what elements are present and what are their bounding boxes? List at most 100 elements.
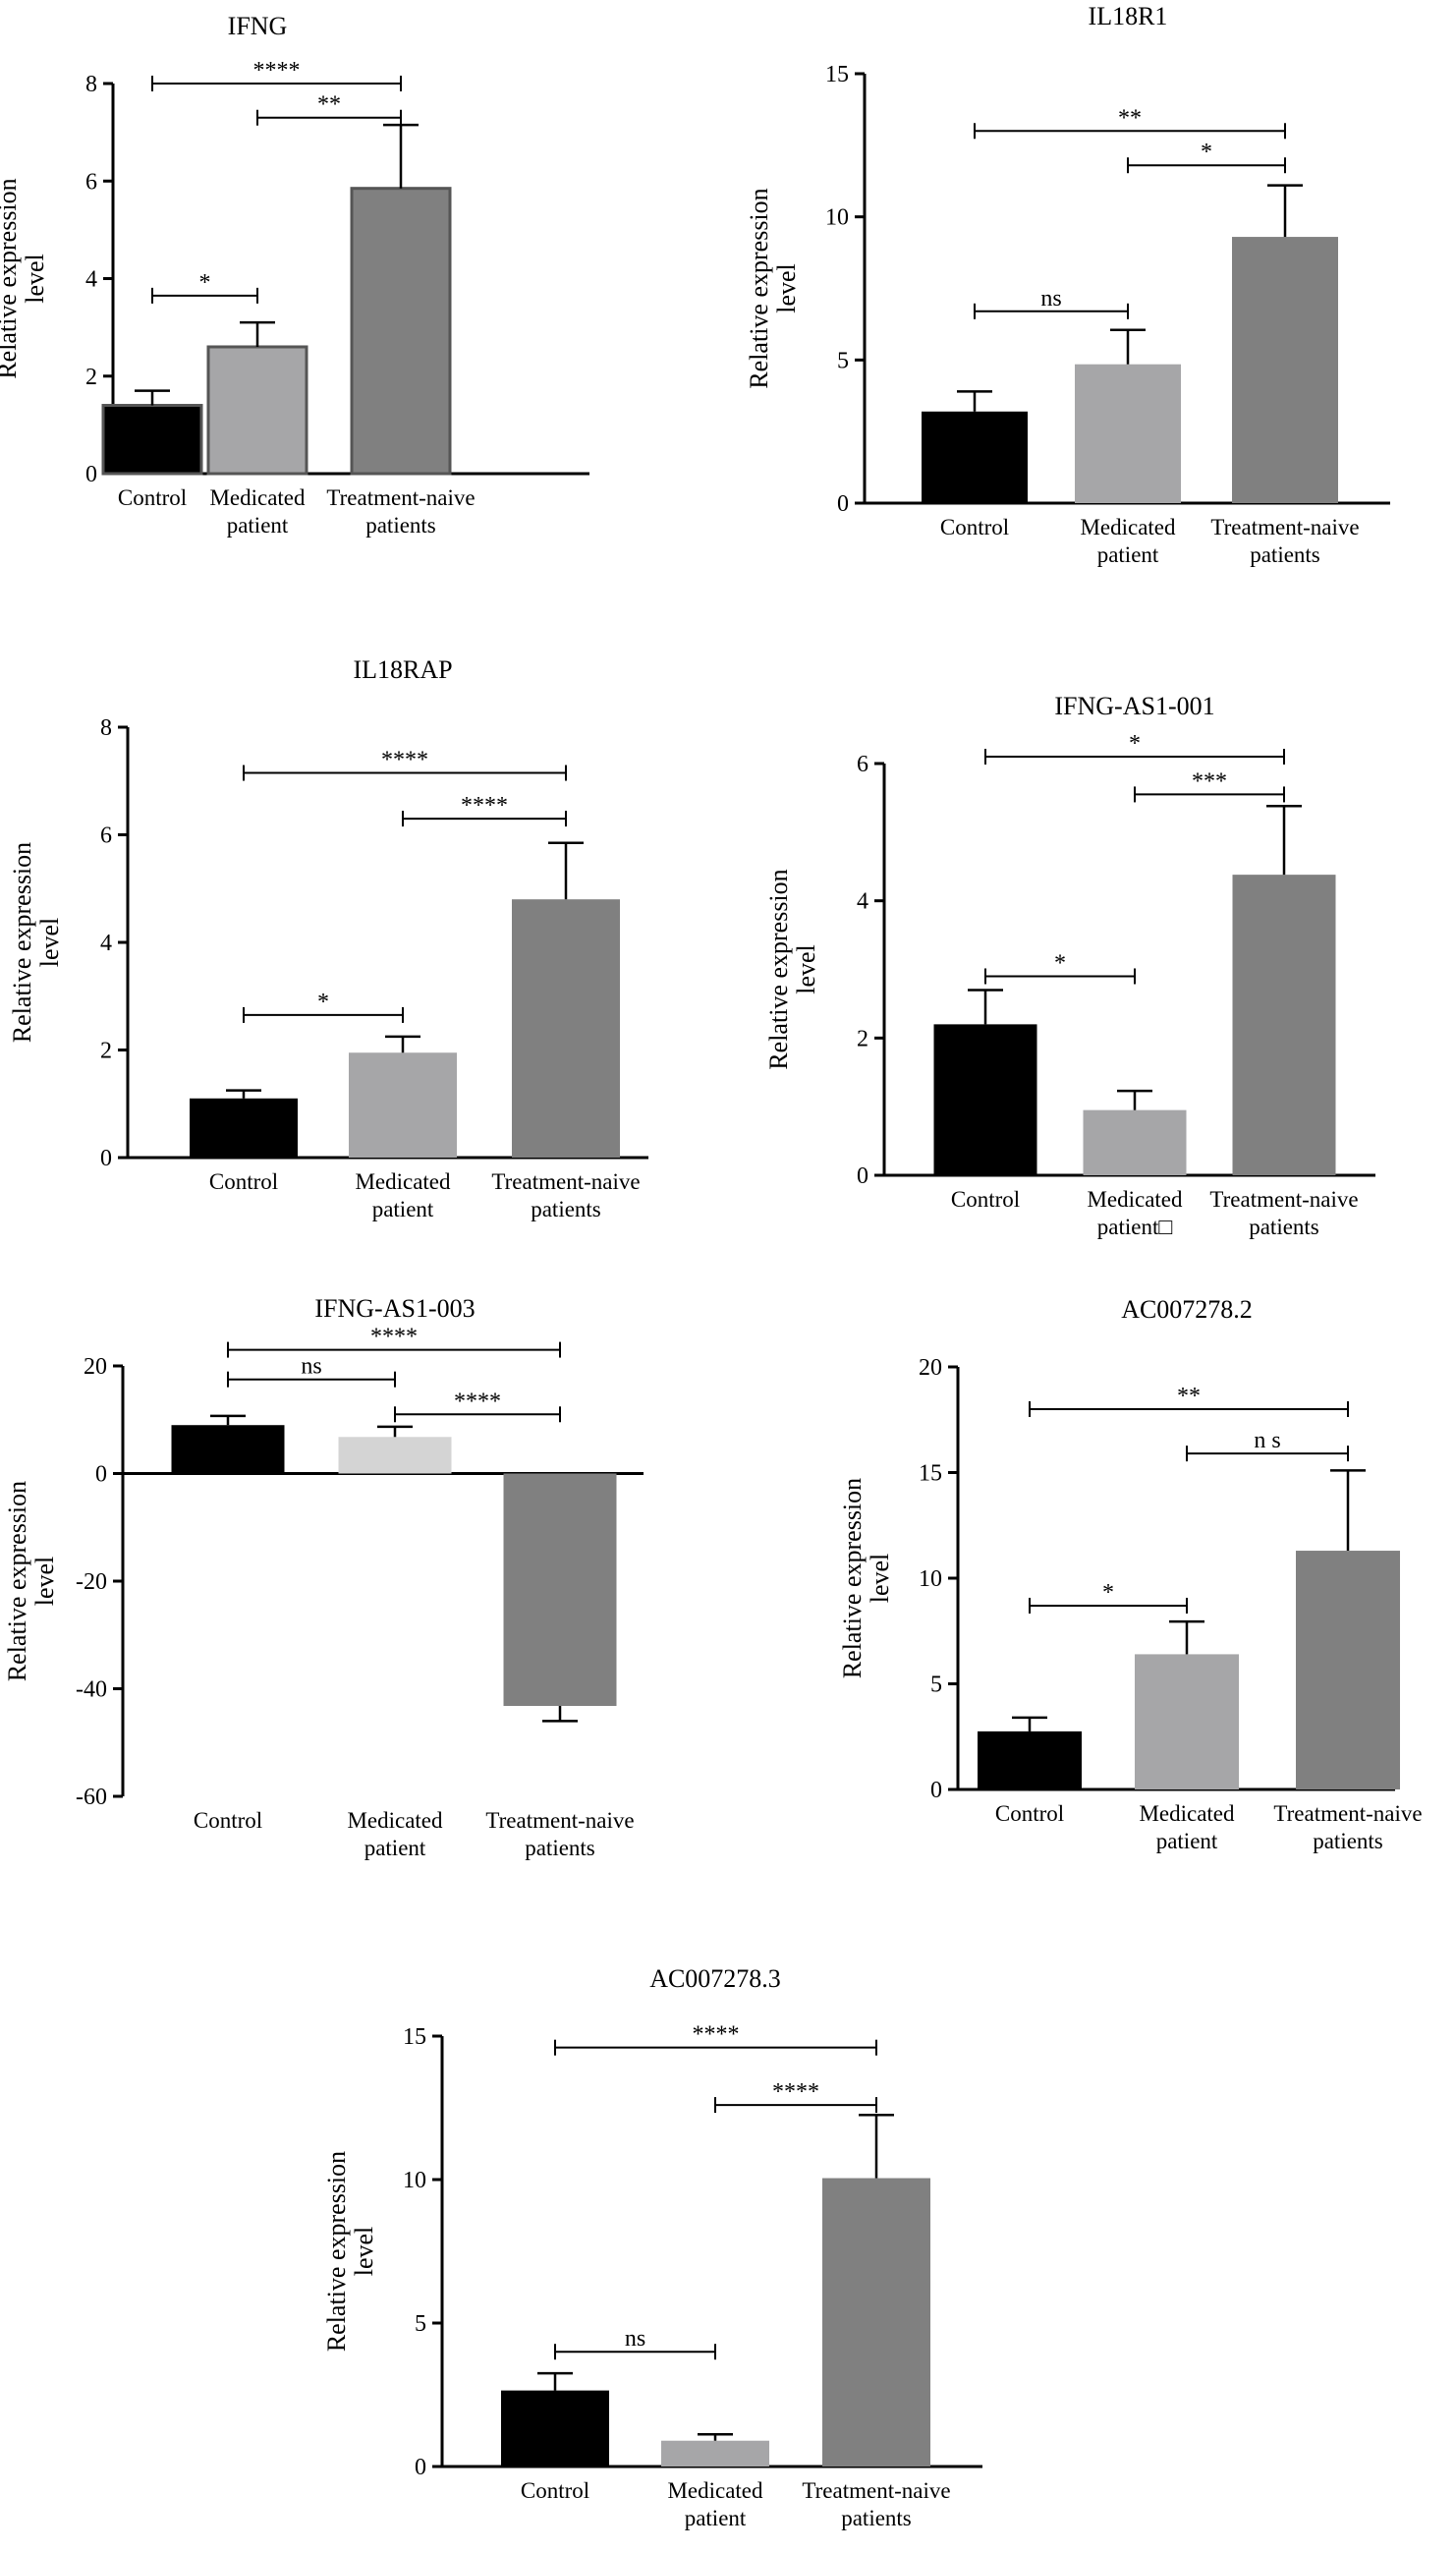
significance-label: *: [1102, 1580, 1114, 1606]
significance-label: *: [199, 270, 211, 296]
chart-ifng-as1-003: IFNG-AS1-003 Relative expression level -60 -…: [3, 1294, 644, 1860]
bar: [1083, 1109, 1187, 1175]
bar: [1135, 1654, 1239, 1789]
significance-label: *: [1054, 950, 1066, 976]
bar: [1232, 875, 1336, 1175]
significance-label: ****: [381, 748, 428, 773]
y-tick-label: 2: [100, 1039, 112, 1064]
x-tick-label: patient: [1156, 1829, 1218, 1853]
x-tick-label: patients: [1249, 1215, 1319, 1239]
significance-label: ****: [461, 793, 508, 819]
y-axis-label-line2: level: [350, 2227, 378, 2277]
x-tick-label: Control: [951, 1187, 1020, 1212]
chart-title: AC007278.3: [649, 1964, 781, 1993]
bar: [101, 404, 203, 476]
significance-label: *: [1201, 140, 1212, 165]
chart-title: AC007278.2: [1121, 1295, 1253, 1324]
x-tick-label: patients: [841, 2506, 912, 2530]
x-tick-label: Medicated: [209, 485, 306, 510]
significance-label: ****: [454, 1389, 501, 1414]
bar: [1296, 1551, 1400, 1789]
significance-label: **: [317, 92, 341, 118]
x-tick-label: Medicated: [1139, 1801, 1235, 1826]
significance-label: ****: [693, 2022, 740, 2048]
x-tick-label: Control: [995, 1801, 1064, 1826]
y-tick-label: 4: [857, 889, 868, 915]
x-tick-label: patient: [685, 2506, 747, 2530]
y-tick-label: 0: [857, 1163, 868, 1189]
y-tick-label: 6: [857, 752, 868, 777]
chart-il18rap: IL18RAP Relative expression level 0 2 4 6 8 Cont…: [8, 655, 648, 1221]
x-tick-label: patient: [364, 1836, 426, 1860]
y-tick-label: 6: [100, 823, 112, 849]
bar: [922, 411, 1028, 503]
significance-label: ns: [1040, 286, 1061, 312]
y-tick-label: 0: [837, 491, 849, 517]
y-tick-label: 10: [825, 205, 849, 231]
bar: [822, 2178, 930, 2467]
significance-label: ns: [625, 2326, 645, 2352]
y-tick-label: -40: [76, 1677, 107, 1703]
y-tick-label: 15: [919, 1461, 942, 1487]
bar: [350, 187, 452, 476]
y-axis-label-line2: level: [866, 1554, 894, 1604]
chart-il18r1: IL18R1 Relative expression level 0 5 10 15 Cont…: [745, 2, 1390, 567]
significance-label: **: [1118, 105, 1142, 131]
significance-label: ****: [772, 2079, 819, 2105]
bar: [349, 1052, 457, 1158]
x-tick-label: Treatment-naive: [326, 485, 475, 510]
bar: [206, 345, 308, 476]
x-tick-label: Medicated: [1087, 1187, 1183, 1212]
bar: [503, 1473, 617, 1707]
significance-label: ****: [370, 1325, 418, 1350]
chart-title: IFNG-AS1-001: [1054, 692, 1214, 720]
y-axis-label-line2: level: [35, 918, 64, 968]
bar: [978, 1730, 1082, 1789]
y-tick-label: 15: [403, 2024, 426, 2050]
y-tick-label: -60: [76, 1785, 107, 1810]
x-tick-label: Treatment-naive: [491, 1169, 640, 1194]
y-tick-label: 0: [95, 1462, 107, 1488]
y-axis-label: Relative expression: [0, 178, 22, 378]
chart-ac007278-2: AC007278.2 Relative expression level 0 5 10 15…: [838, 1295, 1423, 1853]
x-tick-label: patient□: [1097, 1215, 1173, 1239]
x-tick-label: patients: [531, 1197, 601, 1221]
y-tick-label: 5: [415, 2311, 426, 2337]
x-tick-label: patients: [525, 1836, 595, 1860]
x-tick-label: Control: [940, 515, 1009, 539]
y-tick-label: 20: [919, 1355, 942, 1381]
y-axis-label: Relative expression: [764, 869, 793, 1069]
bar: [661, 2440, 769, 2467]
y-axis-label: Relative expression: [838, 1478, 867, 1678]
y-tick-label: 0: [415, 2455, 426, 2480]
y-tick-label: 0: [85, 462, 97, 487]
x-tick-label: patients: [1313, 1829, 1383, 1853]
x-tick-label: Treatment-naive: [485, 1808, 634, 1833]
y-tick-label: 15: [825, 62, 849, 87]
x-tick-label: Medicated: [347, 1808, 443, 1833]
y-tick-label: 0: [100, 1146, 112, 1171]
y-tick-label: 4: [85, 267, 97, 293]
y-tick-label: 10: [919, 1566, 942, 1592]
significance-label: n s: [1254, 1428, 1280, 1453]
y-tick-label: 8: [100, 715, 112, 741]
significance-label: ****: [253, 58, 301, 84]
x-tick-label: Treatment-naive: [1273, 1801, 1422, 1826]
bar: [512, 899, 620, 1158]
x-tick-label: patient: [372, 1197, 434, 1221]
bar: [190, 1098, 298, 1158]
bar: [1232, 237, 1338, 503]
x-tick-label: patient: [1097, 542, 1159, 567]
bar: [171, 1425, 285, 1474]
x-tick-label: Treatment-naive: [1210, 515, 1359, 539]
y-axis-label: Relative expression: [322, 2151, 351, 2352]
chart-ifng: IFNG Relative expression level 0 2 4 6 8 Control…: [0, 12, 589, 538]
y-axis-label-line2: level: [792, 944, 820, 994]
x-tick-label: Medicated: [1080, 515, 1176, 539]
x-tick-label: Control: [194, 1808, 262, 1833]
x-tick-label: patients: [1250, 542, 1320, 567]
x-tick-label: Control: [521, 2478, 589, 2503]
y-axis-label-line2: level: [772, 263, 801, 313]
y-tick-label: 2: [85, 365, 97, 390]
significance-label: ns: [301, 1354, 321, 1380]
